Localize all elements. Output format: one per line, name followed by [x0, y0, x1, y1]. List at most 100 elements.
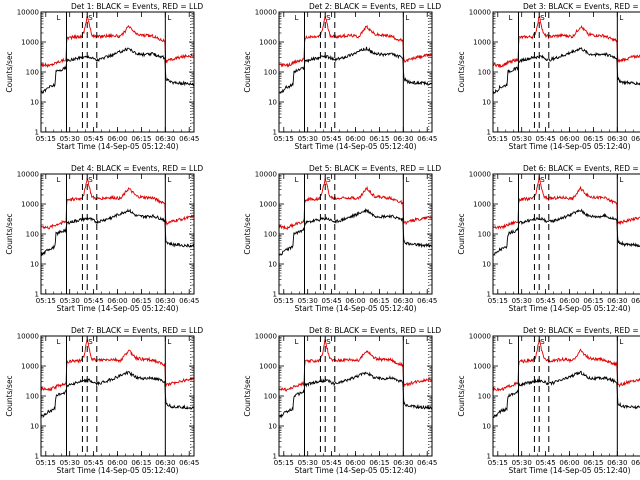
x-tick-label: 06:00: [345, 297, 365, 305]
x-tick-label: 06:00: [559, 459, 579, 467]
panel-title: Det 7: BLACK = Events, RED = LLD: [71, 326, 203, 335]
x-tick-label: 06:30: [155, 297, 175, 305]
panel-title: Det 5: BLACK = Events, RED = LLD: [309, 164, 441, 173]
x-tick-label: 06:45: [417, 459, 437, 467]
y-tick-label: 100: [264, 69, 277, 77]
y-tick-label: 10000: [255, 171, 277, 179]
panel-det-5: Det 5: BLACK = Events, RED = LLD S L L 1 10 10…: [243, 164, 441, 313]
y-tick-label: 10: [482, 423, 491, 431]
y-tick-label: 100: [264, 231, 277, 239]
series-line-lld: [41, 177, 194, 230]
y-tick-label: 1: [487, 129, 491, 137]
series-line-lld: [493, 15, 640, 69]
y-tick-label: 100: [26, 393, 39, 401]
y-tick-label: 1000: [259, 201, 277, 209]
x-tick-label: 06:45: [631, 297, 640, 305]
y-tick-label: 1: [35, 291, 39, 299]
y-tick-label: 10: [482, 261, 491, 269]
x-tick-label: 06:15: [369, 459, 389, 467]
boundary-annotation: L: [167, 14, 171, 22]
boundary-annotation: L: [619, 338, 623, 346]
x-axis-title: Start Time (14-Sep-05 05:12:40): [509, 466, 631, 475]
x-tick-label: 06:00: [345, 459, 365, 467]
x-tick-label: 05:45: [322, 135, 342, 143]
x-tick-label: 05:30: [60, 297, 80, 305]
x-tick-label: 06:45: [417, 297, 437, 305]
y-axis-title: Counts/sec: [5, 375, 14, 416]
x-tick-label: 06:15: [131, 297, 151, 305]
x-tick-label: 05:15: [36, 297, 56, 305]
x-tick-label: 06:00: [107, 297, 127, 305]
panel-title: Det 2: BLACK = Events, RED = LLD: [309, 2, 441, 11]
series-line-lld: [279, 16, 432, 68]
y-tick-label: 10000: [469, 171, 491, 179]
y-tick-label: 10000: [255, 333, 277, 341]
x-tick-label: 06:30: [155, 135, 175, 143]
boundary-annotation: S: [326, 176, 331, 184]
x-tick-label: 05:15: [36, 135, 56, 143]
x-tick-label: 06:45: [179, 459, 199, 467]
boundary-annotation: S: [540, 176, 545, 184]
y-tick-label: 10000: [469, 333, 491, 341]
boundary-annotation: S: [88, 176, 93, 184]
panel-det-2: Det 2: BLACK = Events, RED = LLD S L L 1 10 10…: [243, 2, 441, 151]
panel-det-6: Det 6: BLACK = Events, RED = LLD S L L 1 10 10…: [457, 164, 640, 313]
boundary-annotation: S: [326, 14, 331, 22]
plot-frame: [278, 173, 433, 295]
y-tick-label: 1000: [473, 201, 491, 209]
panel-det-8: Det 8: BLACK = Events, RED = LLD S L L 1 10 10…: [243, 326, 441, 475]
x-tick-label: 05:30: [298, 459, 318, 467]
x-tick-label: 05:15: [274, 135, 294, 143]
y-tick-label: 1000: [259, 39, 277, 47]
x-tick-label: 06:30: [393, 459, 413, 467]
x-tick-label: 06:00: [559, 135, 579, 143]
panel-det-9: Det 9: BLACK = Events, RED = LLD S L L 1 10 10…: [457, 326, 640, 475]
x-axis-title: Start Time (14-Sep-05 05:12:40): [57, 142, 179, 151]
x-tick-label: 06:15: [583, 297, 603, 305]
boundary-annotation: L: [405, 176, 409, 184]
x-tick-label: 06:45: [179, 135, 199, 143]
y-tick-label: 100: [264, 393, 277, 401]
y-axis-title: Counts/sec: [243, 375, 252, 416]
boundary-annotation: L: [509, 338, 513, 346]
series-line-events: [41, 208, 194, 256]
y-tick-label: 10: [482, 99, 491, 107]
series-line-events: [493, 370, 640, 419]
y-tick-label: 1: [35, 129, 39, 137]
x-tick-label: 05:15: [274, 459, 294, 467]
x-tick-label: 05:45: [322, 297, 342, 305]
x-tick-label: 05:45: [536, 297, 556, 305]
y-axis-title: Counts/sec: [243, 51, 252, 92]
panel-det-7: Det 7: BLACK = Events, RED = LLD S L L 1 10 10…: [5, 326, 203, 475]
x-tick-label: 05:45: [536, 459, 556, 467]
x-tick-label: 05:15: [274, 297, 294, 305]
y-tick-label: 1: [35, 453, 39, 461]
plot-frame: [278, 11, 433, 133]
series-line-events: [279, 46, 432, 94]
x-tick-label: 06:30: [607, 459, 627, 467]
x-axis-title: Start Time (14-Sep-05 05:12:40): [57, 304, 179, 313]
y-tick-label: 10000: [17, 171, 39, 179]
y-tick-label: 1000: [21, 201, 39, 209]
panel-title: Det 6: BLACK = Events, RED = LLD: [523, 164, 640, 173]
boundary-annotation: L: [57, 338, 61, 346]
x-tick-label: 06:30: [155, 459, 175, 467]
series-line-lld: [41, 338, 194, 392]
panel-det-3: Det 3: BLACK = Events, RED = LLD S L L 1 10 10…: [457, 2, 640, 151]
y-axis-title: Counts/sec: [457, 213, 466, 254]
y-tick-label: 10: [268, 261, 277, 269]
plot-area: [41, 12, 194, 132]
x-tick-label: 05:45: [84, 459, 104, 467]
y-tick-label: 1000: [21, 39, 39, 47]
x-tick-label: 05:30: [60, 135, 80, 143]
y-tick-label: 10: [30, 99, 39, 107]
y-tick-label: 10000: [469, 9, 491, 17]
plot-area: [41, 336, 194, 456]
y-tick-label: 100: [26, 69, 39, 77]
x-axis-title: Start Time (14-Sep-05 05:12:40): [509, 142, 631, 151]
y-tick-label: 100: [478, 231, 491, 239]
panel-title: Det 3: BLACK = Events, RED = LLD: [523, 2, 640, 11]
boundary-annotation: L: [167, 176, 171, 184]
series-line-events: [279, 207, 432, 256]
